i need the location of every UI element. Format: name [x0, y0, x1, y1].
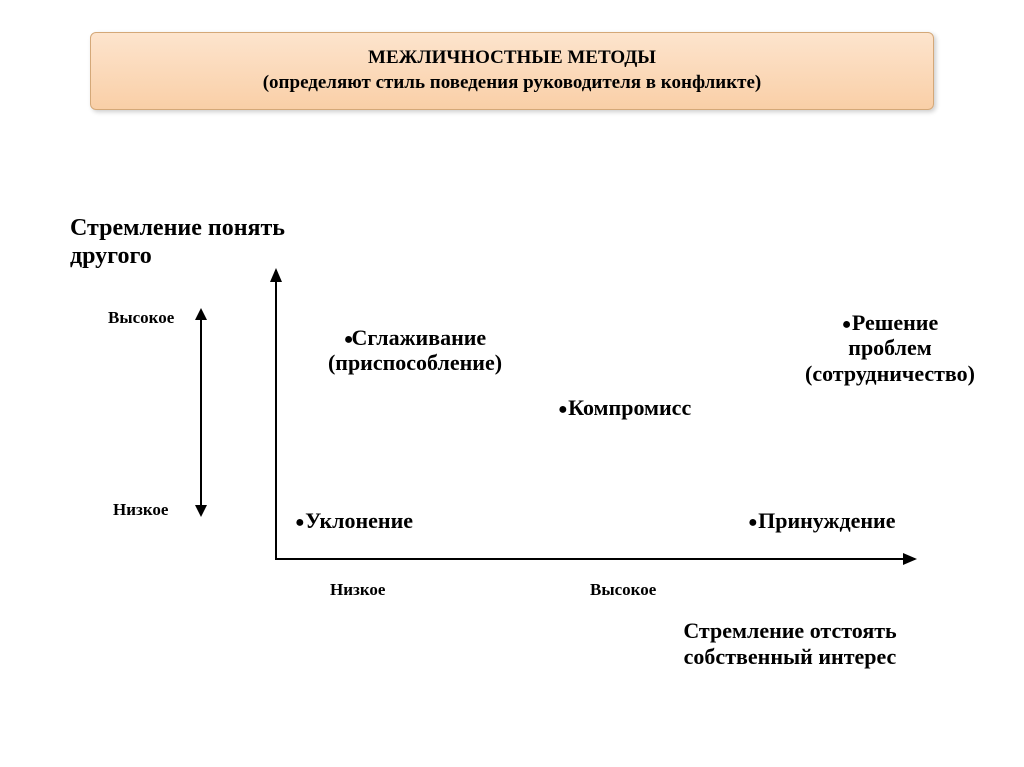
point-collaboration: ● Решение проблем (сотрудничество): [800, 310, 980, 386]
bullet-icon: ●: [842, 316, 852, 333]
x-axis-line: [275, 558, 915, 560]
y-axis-title: Стремление понять другого: [70, 215, 320, 270]
point-accommodation: ●Сглаживание (приспособление): [300, 325, 530, 376]
y-axis-arrowhead: [270, 268, 282, 282]
bullet-icon: ●: [748, 514, 758, 531]
x-axis-label-high: Высокое: [590, 580, 656, 600]
y-axis-label-high: Высокое: [108, 308, 174, 328]
title-line2: (определяют стиль поведения руководителя…: [263, 71, 762, 96]
x-axis-title: Стремление отстоять собственный интерес: [620, 618, 960, 671]
point-avoidance: ● Уклонение: [295, 508, 413, 533]
y-axis-line: [275, 270, 277, 560]
point-compromise: ● Компромисс: [558, 395, 691, 420]
x-axis-label-low: Низкое: [330, 580, 385, 600]
title-banner: МЕЖЛИЧНОСТНЫЕ МЕТОДЫ (определяют стиль п…: [90, 32, 934, 110]
y-scale-double-arrow: [200, 310, 202, 515]
point-competition: ● Принуждение: [748, 508, 895, 533]
title-line1: МЕЖЛИЧНОСТНЫЕ МЕТОДЫ: [368, 46, 656, 71]
bullet-icon: ●: [558, 401, 568, 418]
y-axis-label-low: Низкое: [113, 500, 168, 520]
x-axis-arrowhead: [903, 553, 917, 565]
bullet-icon: ●: [295, 514, 305, 531]
